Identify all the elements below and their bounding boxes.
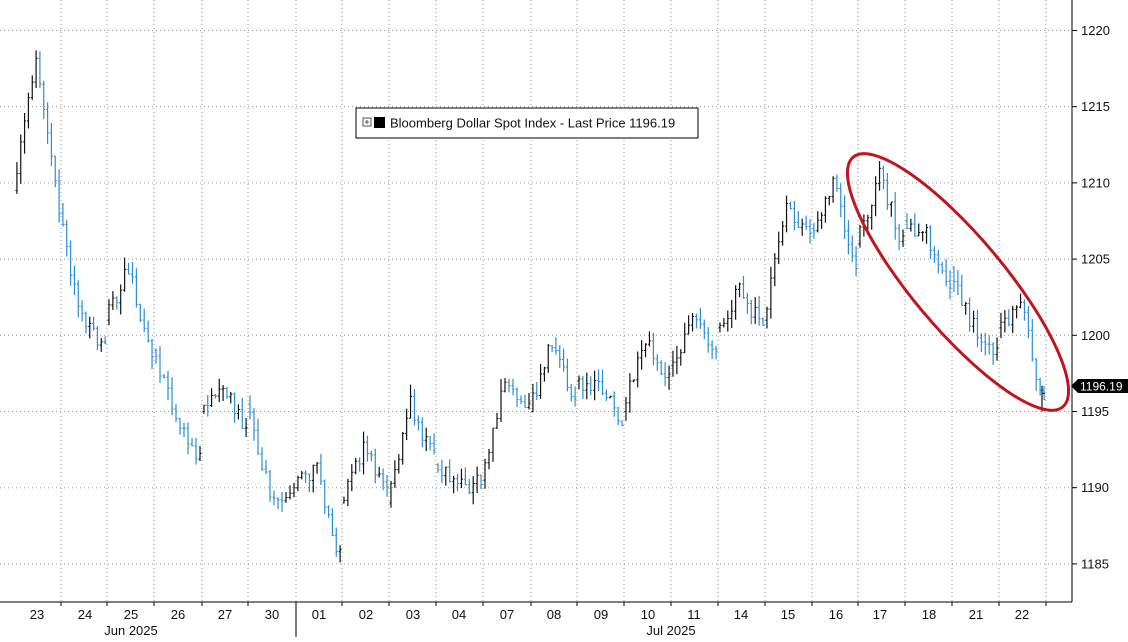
- legend: Bloomberg Dollar Spot Index - Last Price…: [355, 107, 699, 139]
- y-tick-label: 1220: [1081, 23, 1110, 38]
- candle-layer: [15, 50, 1046, 563]
- y-tick-label: 1190: [1081, 480, 1109, 495]
- x-tick-label: 01: [312, 607, 326, 622]
- last-price-label: 1196.19: [1080, 380, 1123, 394]
- x-tick-label: 26: [171, 607, 185, 622]
- x-tick-label: 10: [641, 607, 655, 622]
- x-tick-label: 25: [124, 607, 138, 622]
- y-tick-label: 1205: [1081, 252, 1110, 267]
- legend-box: [355, 107, 699, 139]
- last-price-tag: 1196.19: [1071, 379, 1128, 394]
- x-tick-label: 16: [829, 607, 843, 622]
- x-tick-label: 14: [734, 607, 748, 622]
- x-tick-label: 15: [781, 607, 795, 622]
- y-tick-label: 1185: [1081, 556, 1109, 571]
- grid-layer: [0, 0, 1072, 602]
- month-label: Jun 2025: [104, 623, 158, 637]
- legend-swatch-icon: [374, 117, 385, 128]
- x-tick-label: 08: [547, 607, 561, 622]
- x-tick-label: 04: [452, 607, 466, 622]
- y-tick-label: 1210: [1081, 175, 1110, 190]
- x-tick-label: 22: [1015, 607, 1029, 622]
- legend-label: Bloomberg Dollar Spot Index - Last Price…: [390, 116, 675, 131]
- x-tick-label: 18: [922, 607, 936, 622]
- x-tick-label: 23: [30, 607, 44, 622]
- last-price-badge: [1071, 379, 1128, 393]
- x-tick-label: 09: [594, 607, 608, 622]
- y-tick-label: 1200: [1081, 328, 1110, 343]
- annotation-layer: [845, 152, 1071, 412]
- x-tick-label: 27: [218, 607, 232, 622]
- y-tick-label: 1215: [1081, 99, 1110, 114]
- x-tick-label: 30: [265, 607, 279, 622]
- x-tick-label: 02: [359, 607, 373, 622]
- y-tick-label: 1195: [1081, 404, 1109, 419]
- x-tick-label: 21: [969, 607, 983, 622]
- x-tick-label: 24: [78, 607, 92, 622]
- annotation-ellipse: [845, 152, 1071, 412]
- x-tick-label: 07: [500, 607, 514, 622]
- axis-layer: 1185 1190 1195 1200 1205 1210 1215 1220 23 24 25 26…: [0, 0, 1110, 638]
- x-tick-label: 17: [873, 607, 887, 622]
- x-tick-label: 03: [406, 607, 420, 622]
- month-label: Jul 2025: [646, 623, 695, 637]
- x-tick-label: 11: [687, 607, 701, 622]
